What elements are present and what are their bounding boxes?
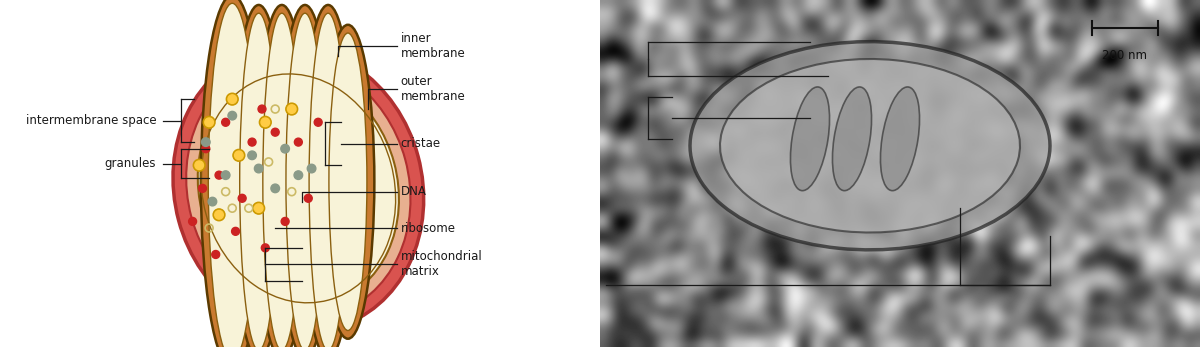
Circle shape: [221, 171, 230, 179]
Text: inner
membrane: inner membrane: [401, 32, 466, 60]
Text: ribosome: ribosome: [401, 221, 456, 235]
Text: 200 nm: 200 nm: [1103, 49, 1147, 61]
Circle shape: [281, 218, 289, 226]
Text: intermembrane space: intermembrane space: [25, 114, 156, 127]
Circle shape: [214, 209, 224, 221]
Ellipse shape: [301, 5, 354, 347]
Circle shape: [254, 164, 263, 173]
Circle shape: [281, 144, 289, 153]
Circle shape: [294, 138, 302, 146]
Circle shape: [215, 171, 223, 179]
Ellipse shape: [186, 59, 410, 318]
Ellipse shape: [310, 13, 347, 347]
Ellipse shape: [322, 25, 374, 339]
Circle shape: [194, 161, 204, 170]
Circle shape: [288, 105, 296, 113]
Circle shape: [258, 105, 266, 113]
Circle shape: [253, 202, 265, 214]
Circle shape: [239, 194, 246, 202]
Ellipse shape: [173, 46, 424, 331]
Ellipse shape: [881, 87, 919, 191]
Circle shape: [228, 111, 236, 120]
Circle shape: [208, 197, 217, 206]
Text: DNA: DNA: [401, 185, 427, 198]
Circle shape: [205, 118, 214, 127]
Circle shape: [215, 211, 223, 219]
Circle shape: [202, 145, 210, 153]
Ellipse shape: [256, 5, 308, 347]
Circle shape: [259, 116, 271, 128]
Circle shape: [198, 184, 206, 192]
Text: granules: granules: [104, 157, 156, 170]
Circle shape: [286, 103, 298, 115]
Circle shape: [193, 159, 205, 171]
Circle shape: [202, 138, 210, 146]
Circle shape: [314, 118, 322, 126]
Ellipse shape: [198, 71, 398, 306]
Ellipse shape: [240, 13, 277, 347]
Circle shape: [203, 116, 215, 128]
Circle shape: [307, 164, 316, 173]
Circle shape: [247, 151, 257, 160]
Circle shape: [248, 138, 256, 146]
Ellipse shape: [263, 13, 301, 347]
Ellipse shape: [791, 87, 829, 191]
Circle shape: [228, 95, 236, 103]
Circle shape: [222, 118, 229, 126]
Circle shape: [232, 227, 240, 235]
Ellipse shape: [329, 33, 367, 330]
Ellipse shape: [209, 3, 257, 347]
Circle shape: [262, 118, 270, 127]
Circle shape: [271, 184, 280, 193]
Ellipse shape: [690, 42, 1050, 250]
Ellipse shape: [278, 5, 331, 347]
Circle shape: [227, 93, 239, 105]
Ellipse shape: [833, 87, 871, 191]
Circle shape: [305, 194, 312, 202]
Circle shape: [294, 171, 302, 179]
Circle shape: [262, 244, 269, 252]
Circle shape: [254, 204, 263, 212]
Circle shape: [211, 251, 220, 259]
Circle shape: [234, 151, 244, 160]
Text: outer
membrane: outer membrane: [401, 75, 466, 103]
Circle shape: [188, 218, 197, 226]
Circle shape: [271, 128, 280, 136]
Circle shape: [233, 149, 245, 161]
Ellipse shape: [200, 0, 264, 347]
Ellipse shape: [233, 5, 286, 347]
Text: mitochondrial
matrix: mitochondrial matrix: [401, 251, 482, 278]
Ellipse shape: [720, 59, 1020, 232]
Text: cristae: cristae: [401, 137, 440, 150]
Ellipse shape: [286, 13, 324, 347]
